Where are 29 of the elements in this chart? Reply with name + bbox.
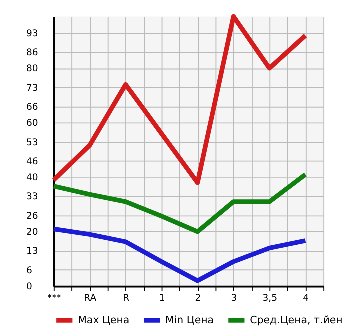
y-tick-label: 73 [26,82,38,94]
x-tick-label: R [123,292,130,304]
x-tick-label: 3,5 [262,292,278,304]
y-tick-label: 33 [26,192,38,203]
y-tick-label: 93 [26,28,38,40]
x-tick-label: 3 [231,292,238,304]
line-series [52,172,308,234]
y-tick-label: 40 [26,172,38,184]
y-tick-label: 66 [26,102,38,113]
line-series [52,14,308,186]
x-tick-label: 2 [195,292,202,304]
y-tick-label: 0 [26,282,33,293]
x-tick-label: 1 [159,292,166,304]
x-tick-label: *** [47,292,62,304]
y-tick-label: 53 [26,137,38,148]
line-series [52,226,308,284]
legend-label: Сред.Цена, т.йен [250,315,343,326]
y-tick-label: 6 [26,265,33,276]
y-tick-label: 20 [26,227,38,238]
y-tick-label: 86 [26,47,38,58]
y-tick-label: 60 [26,118,38,130]
y-tick-label: 26 [26,210,38,222]
x-tick-label: RA [84,292,98,304]
y-tick-label: 80 [26,64,38,75]
y-tick-label: 46 [26,156,38,168]
legend-label: Min Цена [166,315,214,326]
x-tick-label: 4 [303,292,310,304]
y-tick-label: 13 [26,246,38,258]
legend-label: Max Цена [78,315,130,326]
